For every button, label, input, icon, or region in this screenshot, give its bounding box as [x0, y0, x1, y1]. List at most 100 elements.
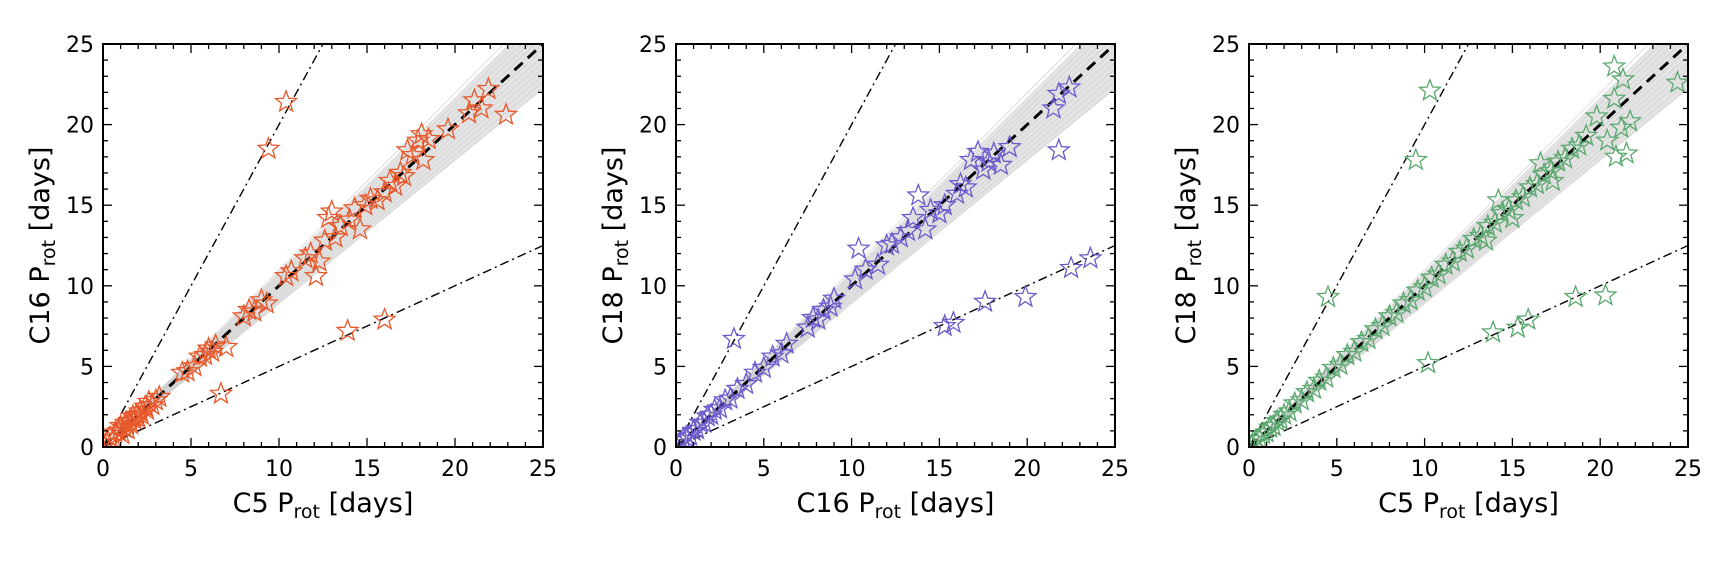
data-point	[913, 216, 938, 240]
y-axis-label: C18 Prot [days]	[598, 147, 633, 345]
data-point	[1540, 168, 1565, 192]
x-tick-label: 15	[353, 457, 381, 482]
data-point	[312, 227, 337, 252]
x-tick-label: 25	[1674, 457, 1702, 482]
data-point	[242, 298, 267, 323]
band-line	[103, 44, 530, 447]
x-tick-label: 0	[1242, 457, 1256, 482]
data-point	[900, 205, 926, 229]
data-point	[953, 174, 978, 198]
data-point	[972, 289, 998, 313]
data-point	[347, 216, 373, 240]
panel-2: 0 5 10 15 20 25 0 5 10 15 20 25 C16 Prot [days] C18…	[598, 33, 1129, 523]
data-point	[1473, 227, 1499, 252]
data-point	[1610, 66, 1636, 90]
x-tick-label: 20	[1586, 457, 1614, 482]
data-point	[1057, 74, 1082, 98]
data-point	[196, 335, 221, 360]
data-point	[927, 200, 952, 224]
data-point	[1614, 140, 1639, 165]
data-point	[323, 224, 348, 248]
data-point	[256, 135, 281, 160]
data-point	[182, 353, 207, 377]
y-tick-label: 0	[1226, 436, 1240, 461]
data-point	[811, 297, 836, 321]
half-ratio-line	[676, 244, 1115, 447]
plot-frame	[675, 43, 1116, 448]
band-line	[1249, 88, 1688, 447]
x-tick-label: 5	[184, 457, 198, 482]
x-tick-label: 10	[1411, 457, 1439, 482]
y-tick-label: 5	[80, 355, 94, 380]
band-line	[676, 88, 1115, 447]
data-point	[1046, 81, 1072, 105]
x-axis-label: C16 Prot [days]	[797, 488, 995, 523]
band-line	[1249, 68, 1688, 447]
data-point	[1617, 108, 1643, 132]
panel-3: 0 5 10 15 20 25 0 5 10 15 20 25 C5 Prot [days] C18 …	[1171, 33, 1702, 523]
band-line	[103, 88, 543, 447]
data-point	[208, 380, 234, 405]
data-points	[103, 76, 519, 447]
data-points	[676, 74, 1103, 447]
x-tick-label: 0	[669, 457, 683, 482]
band-line	[103, 44, 511, 447]
band-line	[676, 68, 1115, 447]
y-tick-label: 20	[1212, 114, 1240, 139]
y-axis-label: C16 Prot [days]	[25, 147, 60, 345]
data-point	[742, 359, 768, 384]
plot-frame	[102, 43, 544, 448]
data-point	[493, 102, 519, 126]
band-line	[676, 44, 1089, 447]
data-point	[1013, 284, 1038, 308]
data-points	[1249, 53, 1688, 447]
data-point	[944, 181, 970, 205]
data-point	[932, 313, 957, 337]
data-point	[1315, 284, 1341, 308]
data-point	[1500, 205, 1525, 229]
data-point	[303, 263, 329, 287]
data-point	[1058, 255, 1084, 279]
y-tick-label: 10	[1212, 275, 1240, 300]
data-point	[1417, 77, 1443, 102]
data-point	[981, 140, 1007, 165]
x-tick-label: 5	[1330, 457, 1344, 482]
data-point	[388, 160, 413, 184]
band-line	[1249, 81, 1688, 447]
data-point	[1041, 95, 1066, 119]
data-point	[818, 293, 843, 318]
x-tick-label: 15	[1498, 457, 1526, 482]
data-point	[337, 206, 362, 231]
data-point	[319, 198, 345, 222]
data-point	[476, 76, 501, 100]
data-point	[372, 306, 397, 331]
data-point	[718, 385, 743, 409]
data-point	[1505, 314, 1530, 339]
axis-ticks: 0 5 10 15 20 25 0 5 10 15 20 25	[66, 33, 557, 482]
data-point	[213, 334, 239, 358]
double-ratio-line	[1249, 44, 1470, 447]
data-point	[1486, 187, 1511, 211]
data-point	[435, 116, 461, 140]
data-point	[136, 389, 161, 413]
half-ratio-line	[103, 244, 543, 447]
band-line	[676, 62, 1115, 447]
data-point	[143, 387, 169, 411]
x-axis-label: C5 Prot [days]	[233, 488, 414, 523]
data-point	[411, 147, 436, 171]
data-point	[976, 148, 1001, 173]
data-point	[328, 213, 353, 237]
y-tick-label: 25	[639, 33, 667, 58]
data-point	[721, 326, 747, 350]
x-tick-label: 25	[1101, 457, 1129, 482]
data-point	[734, 371, 759, 395]
data-point	[941, 310, 966, 334]
band-line	[676, 44, 1095, 447]
data-point	[997, 134, 1022, 158]
data-point	[1593, 282, 1618, 306]
x-tick-label: 25	[529, 457, 557, 482]
data-point	[147, 384, 172, 408]
data-point	[1602, 53, 1627, 78]
y-tick-label: 15	[66, 194, 94, 219]
